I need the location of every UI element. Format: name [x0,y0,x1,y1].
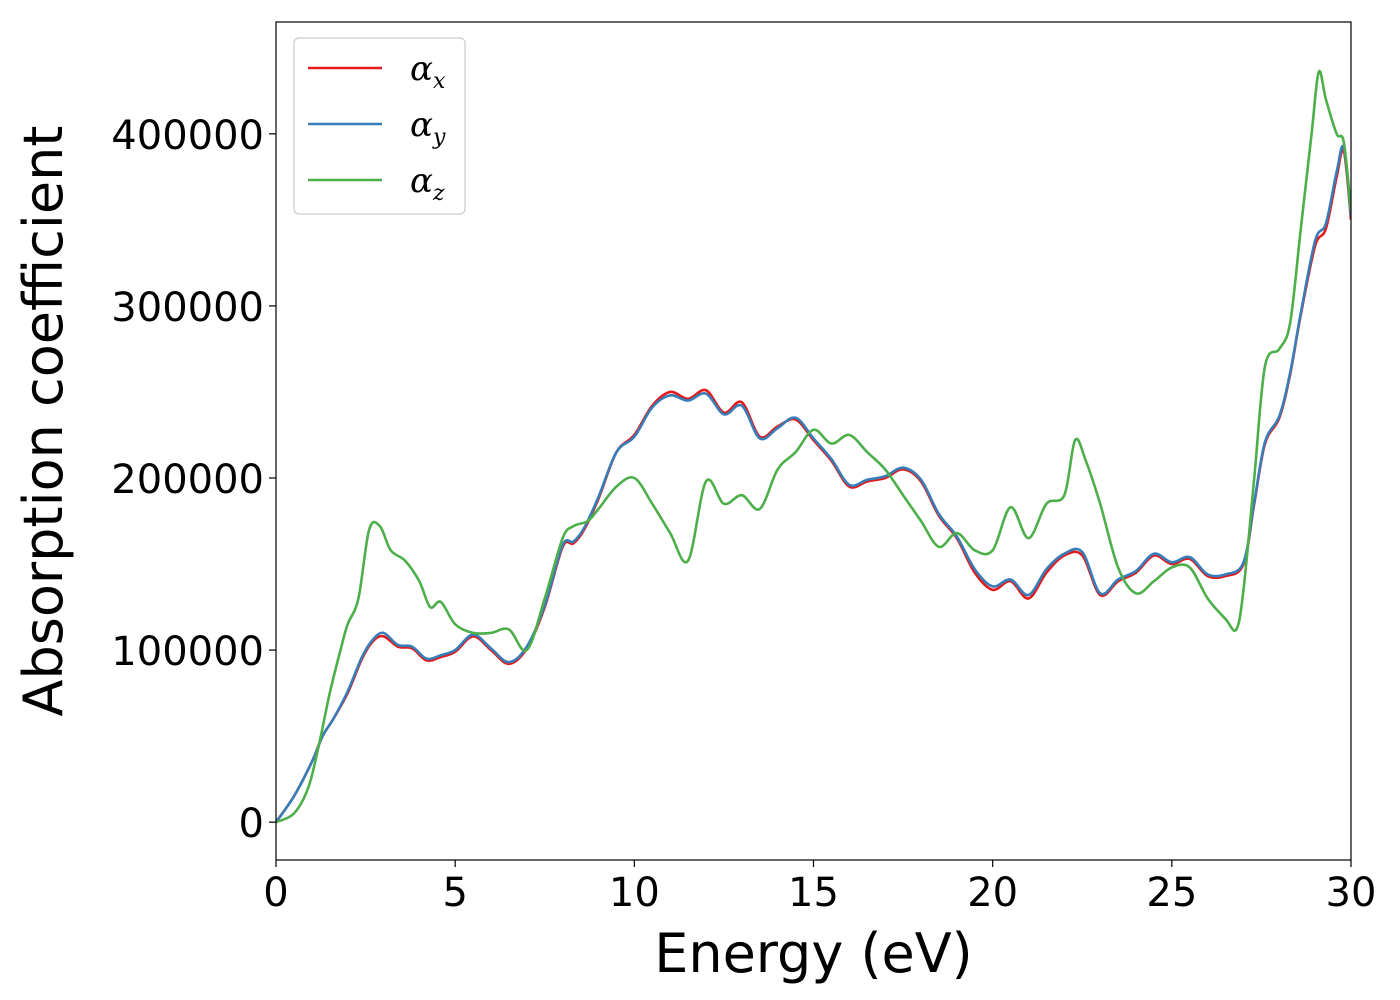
y-tick-label: 300000 [111,285,264,331]
x-tick-label: 15 [788,870,839,916]
legend-label-z: αz [410,161,445,206]
y-axis-label: Absorption coefficient [12,126,75,717]
series-line-z [276,69,1351,824]
x-tick-label: 25 [1146,870,1197,916]
legend-box [293,37,466,215]
legend: αx αy αz [293,37,466,215]
x-axis-label: Energy (eV) [654,922,973,985]
x-tick-label: 5 [442,870,467,916]
x-tick-label: 10 [609,870,660,916]
y-tick-label: 200000 [111,457,264,503]
series-line-x [276,148,1351,823]
series-line-y [276,144,1351,823]
x-tick-label: 30 [1326,870,1377,916]
y-tick-label: 0 [239,801,264,847]
series-layer [276,69,1351,824]
y-tick-label: 400000 [111,113,264,159]
y-tick-label: 100000 [111,629,264,675]
legend-label-x: αx [410,49,446,94]
x-tick-label: 0 [263,870,288,916]
x-tick-label: 20 [967,870,1018,916]
legend-label-y: αy [410,105,446,150]
ticks-layer: 0 5 10 15 20 25 30 0 100000 200000 300000 400000 [111,113,1376,916]
